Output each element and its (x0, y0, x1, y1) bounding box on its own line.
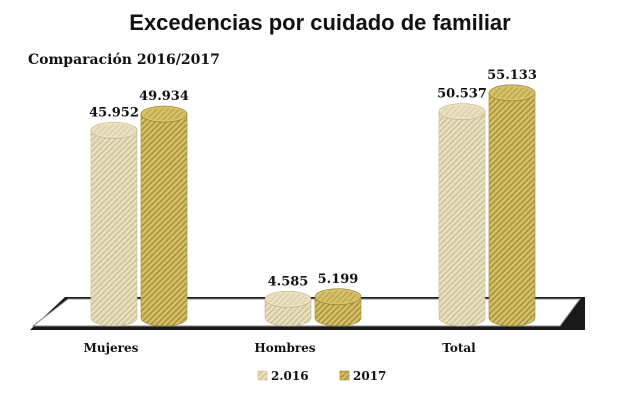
legend-swatch (339, 370, 350, 381)
data-label-total-2016: 50.537 (437, 87, 487, 102)
data-label-hombres-2017: 5.199 (318, 272, 359, 287)
legend-item-2017: 2017 (339, 369, 386, 383)
bar-mujeres-2017 (140, 105, 188, 327)
data-label-hombres-2016: 4.585 (268, 274, 309, 289)
data-label-mujeres-2017: 49.934 (139, 89, 189, 104)
legend-label: 2017 (353, 369, 386, 383)
category-label-hombres: Hombres (254, 341, 315, 355)
data-label-mujeres-2016: 45.952 (89, 105, 139, 120)
chart-title: Excedencias por cuidado de familiar (129, 10, 511, 35)
data-label-total-2017: 55.133 (487, 68, 537, 83)
bar-total-2016 (438, 103, 486, 327)
chart-subtitle: Comparación 2016/2017 (28, 52, 220, 68)
bar-total-2017 (488, 84, 536, 327)
bar-hombres-2016 (264, 290, 312, 327)
legend-label: 2.016 (271, 369, 309, 383)
bar-hombres-2017 (314, 288, 362, 327)
category-label-total: Total (442, 341, 476, 355)
legend-item-2016: 2.016 (257, 369, 309, 383)
legend-swatch (257, 370, 268, 381)
category-label-mujeres: Mujeres (84, 341, 139, 355)
bar-mujeres-2016 (90, 121, 138, 327)
